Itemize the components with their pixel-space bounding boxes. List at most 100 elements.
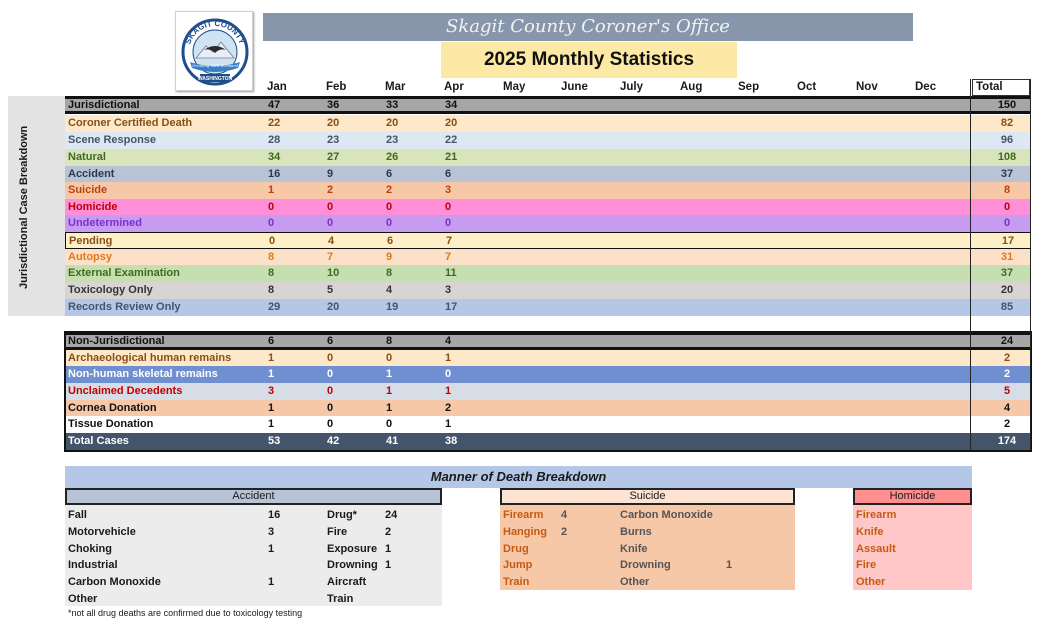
month-value: 3 xyxy=(445,284,452,296)
row-total: 0 xyxy=(1003,201,1011,213)
side-panel xyxy=(8,96,65,316)
suicide-method: Hanging xyxy=(503,525,547,538)
month-header-dec: Dec xyxy=(915,81,937,93)
month-value: 3 xyxy=(445,184,452,196)
homicide-box: Homicide Firearm Knife Assault Fire Other xyxy=(853,488,972,590)
month-value: 1 xyxy=(268,368,275,380)
row-total: 17 xyxy=(1001,235,1015,247)
row-label: Non-human skeletal remains xyxy=(68,368,218,380)
month-value: 2 xyxy=(327,184,334,196)
accident-type: Fall xyxy=(68,509,87,521)
accident-type: Aircraft xyxy=(327,576,367,589)
month-value: 1 xyxy=(445,385,452,397)
accident-type: Exposure xyxy=(327,542,378,555)
month-header-apr: Apr xyxy=(444,81,464,93)
table-row: Unclaimed Decedents 3 0 1 1 5 xyxy=(65,383,1031,400)
row-label: Autopsy xyxy=(68,251,112,263)
month-value: 10 xyxy=(327,267,340,279)
row-total: 4 xyxy=(1003,402,1011,414)
suicide-method: Jump xyxy=(503,559,533,572)
row-total: 85 xyxy=(1000,301,1014,313)
footnote: *not all drug deaths are confirmed due t… xyxy=(68,608,303,618)
month-value: 38 xyxy=(445,435,458,447)
month-value: 1 xyxy=(268,184,275,196)
jurisdictional-breakdown-label: Jurisdictional Case Breakdown xyxy=(18,125,30,289)
month-header-feb: Feb xyxy=(326,81,347,93)
month-value: 2 xyxy=(445,402,452,414)
month-value: 20 xyxy=(445,117,458,129)
month-value: 1 xyxy=(386,402,393,414)
accident-count: 2 xyxy=(385,525,392,538)
suicide-header: Suicide xyxy=(500,488,795,505)
month-value: 34 xyxy=(268,151,281,163)
month-value: 6 xyxy=(387,235,394,247)
month-value: 0 xyxy=(445,217,452,229)
month-value: 6 xyxy=(386,168,393,180)
month-value: 6 xyxy=(327,335,334,347)
month-header-jan: Jan xyxy=(267,81,287,93)
table-row: Tissue Donation 1 0 0 1 2 xyxy=(65,416,1031,433)
row-total: 8 xyxy=(1003,184,1011,196)
month-value: 41 xyxy=(386,435,399,447)
month-value: 7 xyxy=(327,251,334,263)
accident-count: 3 xyxy=(268,525,275,538)
row-label: Toxicology Only xyxy=(68,284,153,296)
month-value: 20 xyxy=(327,301,340,313)
row-label: Cornea Donation xyxy=(68,402,157,414)
row-label: Total Cases xyxy=(68,435,129,447)
month-value: 3 xyxy=(268,385,275,397)
month-value: 17 xyxy=(445,301,458,313)
homicide-method: Firearm xyxy=(856,509,897,521)
row-label: Scene Response xyxy=(68,134,157,146)
month-value: 7 xyxy=(445,251,452,263)
month-value: 20 xyxy=(386,117,399,129)
table-row: External Examination 8 10 8 11 37 xyxy=(65,265,1031,282)
month-value: 1 xyxy=(268,402,275,414)
suicide-method: Train xyxy=(503,576,530,589)
row-total: 20 xyxy=(1000,284,1014,296)
svg-text:WASHINGTON: WASHINGTON xyxy=(198,76,233,82)
suicide-count: 2 xyxy=(561,525,568,538)
month-value: 4 xyxy=(386,284,393,296)
month-header-july: July xyxy=(620,81,644,93)
svg-text:Growing Well Forward: Growing Well Forward xyxy=(192,63,238,68)
month-value: 0 xyxy=(445,201,452,213)
month-value: 0 xyxy=(386,352,393,364)
month-value: 19 xyxy=(386,301,399,313)
month-value: 53 xyxy=(268,435,281,447)
table-row: Toxicology Only 8 5 4 3 20 xyxy=(65,282,1031,299)
row-total: 2 xyxy=(1003,352,1011,364)
row-total: 150 xyxy=(997,99,1017,111)
accident-type: Motorvehicle xyxy=(68,525,136,538)
accident-type: Carbon Monoxide xyxy=(68,576,161,589)
accident-count: 1 xyxy=(268,542,275,555)
month-value: 33 xyxy=(386,99,399,111)
homicide-method: Assault xyxy=(856,542,896,555)
month-value: 0 xyxy=(327,352,334,364)
homicide-method: Knife xyxy=(856,525,884,538)
month-value: 0 xyxy=(327,385,334,397)
month-value: 28 xyxy=(268,134,281,146)
month-value: 0 xyxy=(269,235,276,247)
accident-type: Industrial xyxy=(68,559,118,572)
table-row: Archaeological human remains 1 0 0 1 2 xyxy=(65,350,1031,367)
table-row: Accident 16 9 6 6 37 xyxy=(65,166,1031,183)
month-header-may: May xyxy=(503,81,526,93)
month-value: 0 xyxy=(327,368,334,380)
row-label: Records Review Only xyxy=(68,301,181,313)
month-value: 1 xyxy=(445,418,452,430)
row-label: Undetermined xyxy=(68,217,142,229)
month-value: 29 xyxy=(268,301,281,313)
office-banner: Skagit County Coroner's Office xyxy=(263,13,913,41)
row-total: 24 xyxy=(1000,335,1014,347)
row-total: 31 xyxy=(1000,251,1014,263)
month-value: 8 xyxy=(386,267,393,279)
month-header-oct: Oct xyxy=(797,81,817,93)
suicide-count: 1 xyxy=(726,559,733,572)
month-value: 8 xyxy=(268,251,275,263)
month-value: 4 xyxy=(328,235,335,247)
table-row: Suicide 1 2 2 3 8 xyxy=(65,182,1031,199)
row-total: 0 xyxy=(1003,217,1011,229)
table-row: Non-human skeletal remains 1 0 1 0 2 xyxy=(65,366,1031,383)
accident-type: Other xyxy=(68,593,98,605)
